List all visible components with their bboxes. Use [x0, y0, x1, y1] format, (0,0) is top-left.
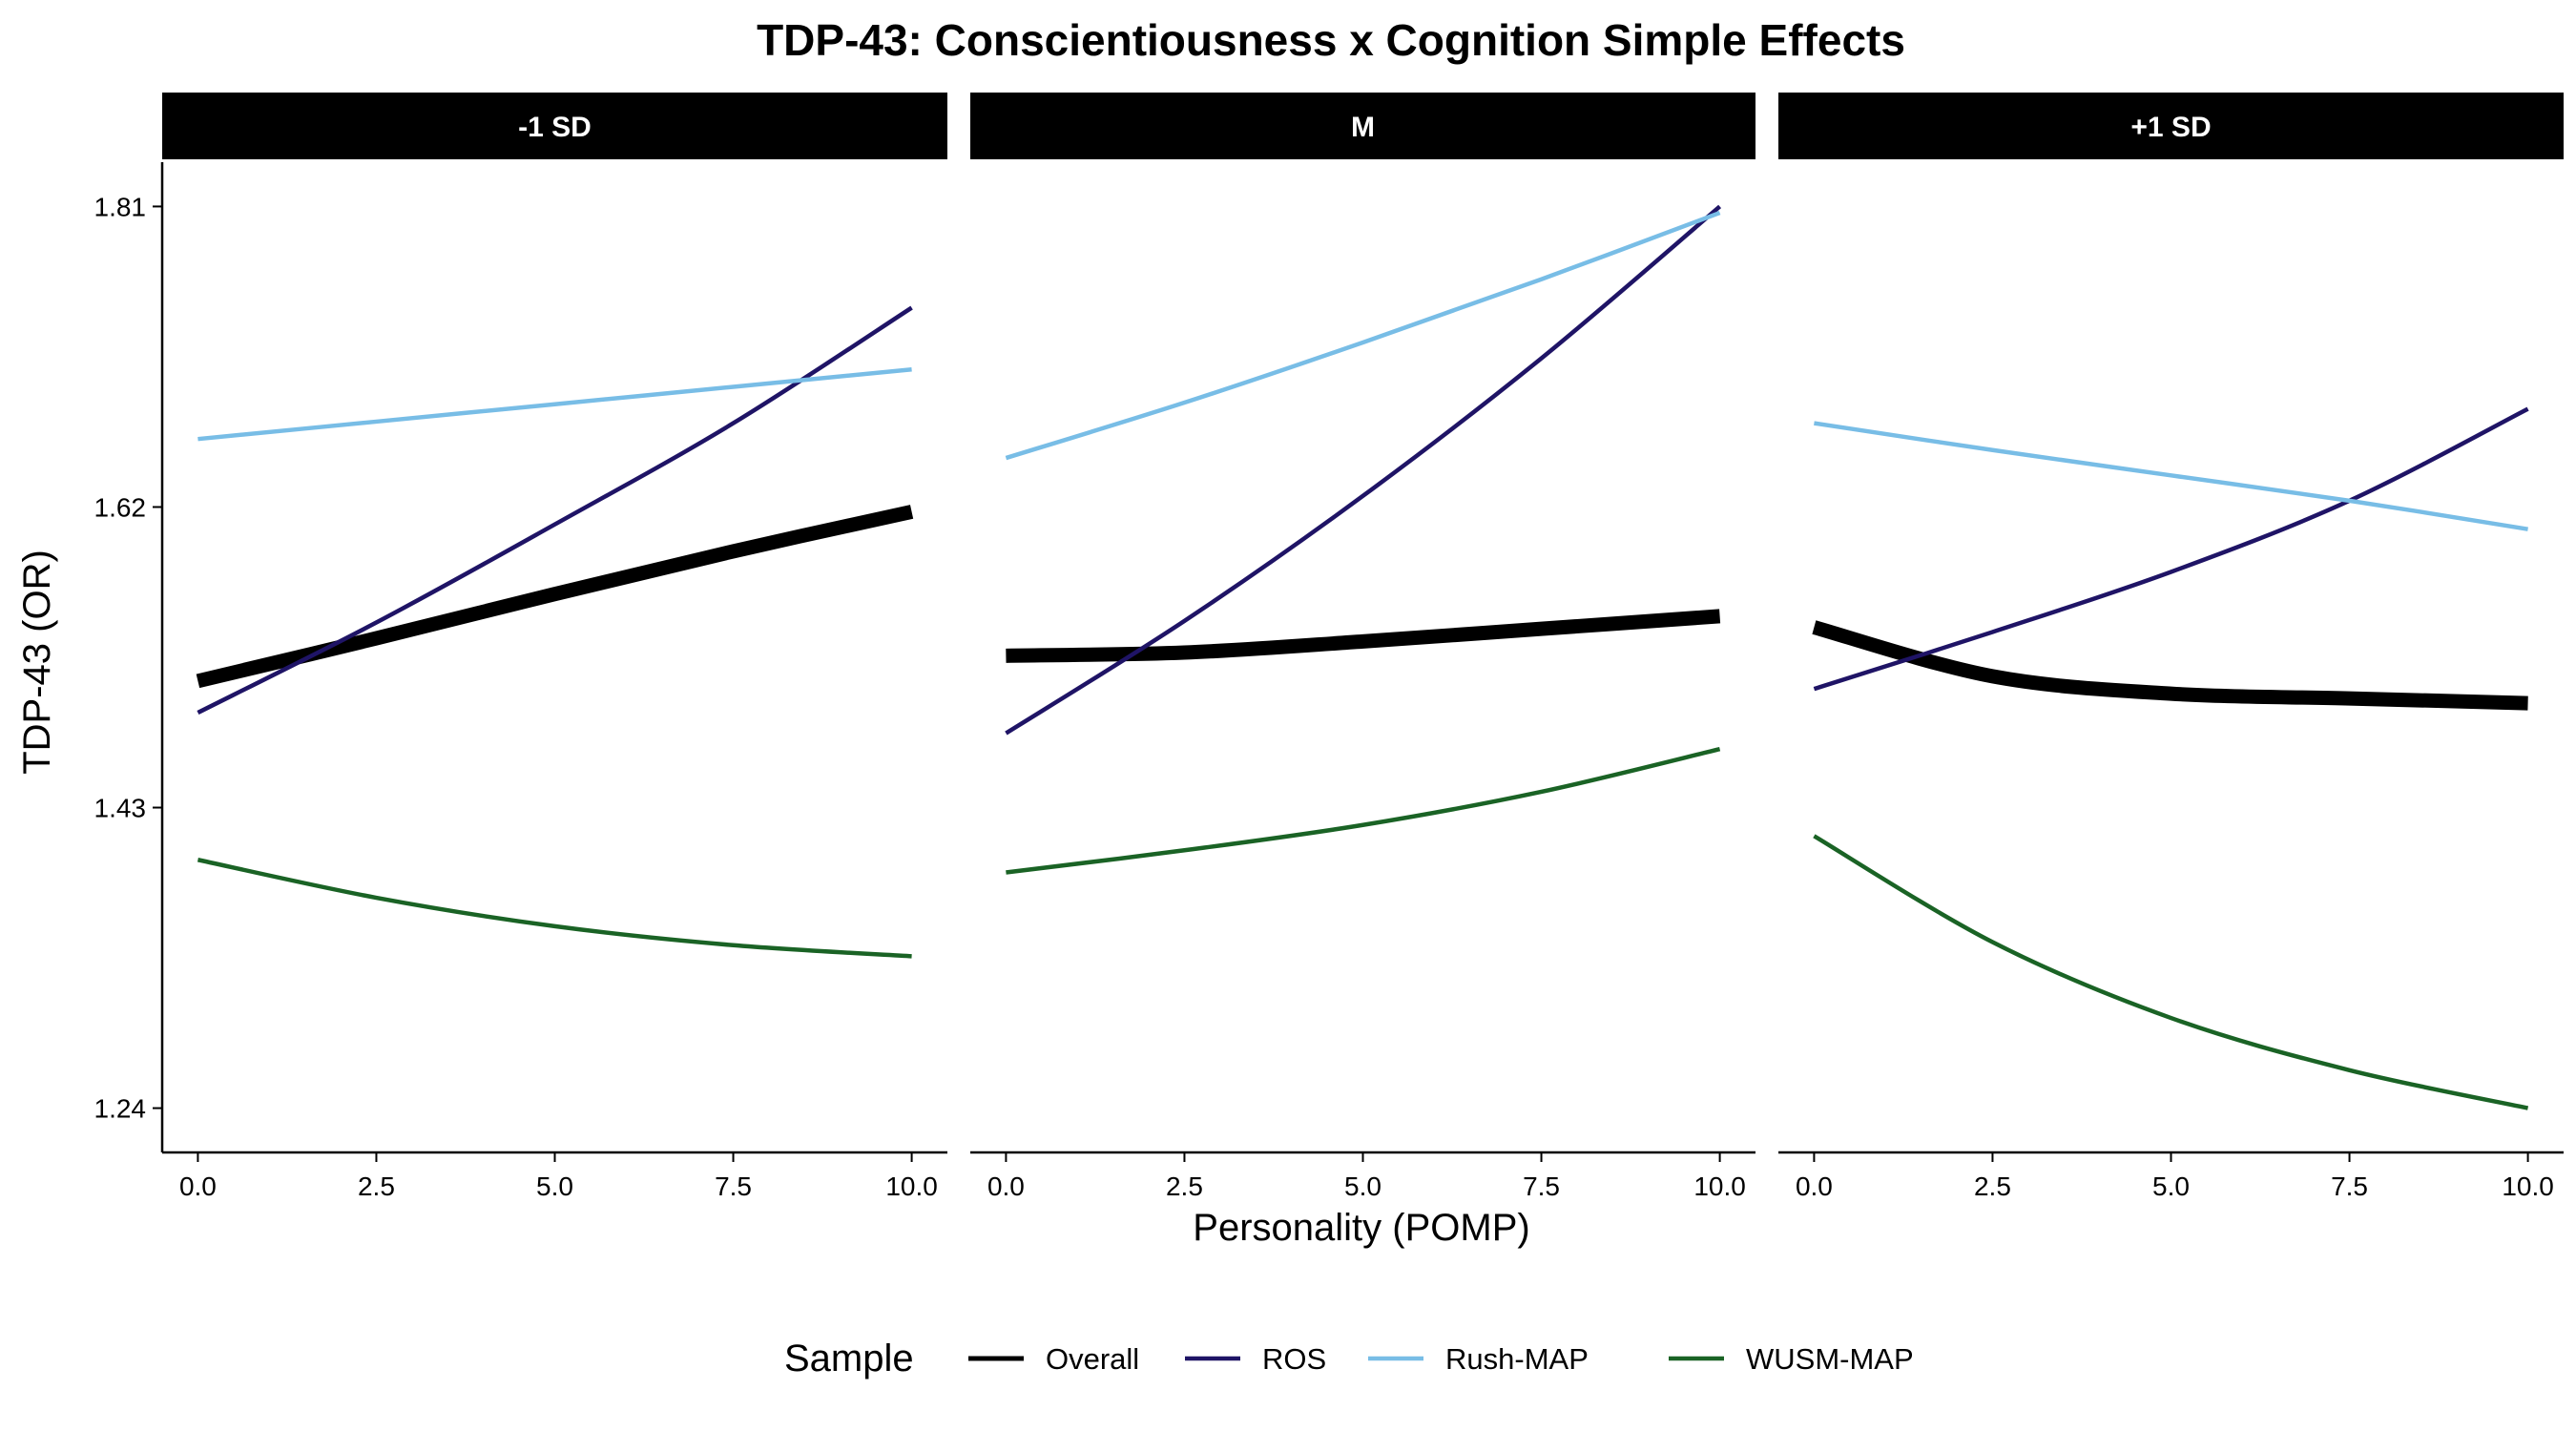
panel-2: +1 SD 0.0 2.5 5.0 7.5 10.0	[1778, 93, 2564, 1201]
x-tick-label: 7.5	[715, 1172, 752, 1201]
facet-strip-label: -1 SD	[518, 112, 592, 143]
x-tick-label: 7.5	[2331, 1172, 2368, 1201]
facet-strip-label: +1 SD	[2130, 112, 2211, 143]
legend-label: ROS	[1262, 1342, 1326, 1376]
series-line-rush-map	[1005, 210, 1721, 461]
x-tick-label: 2.5	[1166, 1172, 1203, 1201]
y-tick-label: 1.62	[94, 492, 147, 522]
x-tick-label: 5.0	[2152, 1172, 2190, 1201]
x-tick-label: 10.0	[885, 1172, 938, 1201]
y-tick-label: 1.43	[94, 794, 147, 823]
x-tick-label: 0.0	[987, 1172, 1025, 1201]
panels-group: -1 SD 1.24 1.43 1.62 1.81 0.0 2.5 5.0 7.5 10.0 M 0.…	[94, 93, 2564, 1201]
x-tick-label: 2.5	[1974, 1172, 2011, 1201]
series-line-ros	[1005, 204, 1722, 736]
legend-label: Overall	[1046, 1342, 1139, 1376]
legend-label: WUSM-MAP	[1746, 1342, 1914, 1376]
x-tick-label: 5.0	[536, 1172, 573, 1201]
x-tick-label: 7.5	[1523, 1172, 1560, 1201]
x-tick-label: 0.0	[1796, 1172, 1833, 1201]
x-tick-label: 0.0	[179, 1172, 217, 1201]
x-axis-title: Personality (POMP)	[1193, 1207, 1529, 1249]
series-line-overall	[1812, 620, 2528, 711]
x-tick-label: 5.0	[1344, 1172, 1381, 1201]
series-line-ros	[197, 305, 913, 716]
legend-title: Sample	[784, 1338, 914, 1379]
facet-strip	[970, 93, 1755, 159]
y-tick-label: 1.24	[94, 1094, 147, 1124]
y-tick-label: 1.81	[94, 192, 147, 221]
chart-title: TDP-43: Conscientiousness x Cognition Si…	[757, 15, 1905, 65]
panel-0: -1 SD 1.24 1.43 1.62 1.81 0.0 2.5 5.0 7.5 10.0	[94, 93, 947, 1201]
x-tick-label: 2.5	[358, 1172, 395, 1201]
series-line-wusm-map	[1006, 746, 1721, 875]
facet-strip	[1778, 93, 2564, 159]
y-axis-title: TDP-43 (OR)	[16, 550, 58, 775]
facet-strip	[162, 93, 947, 159]
series-line-overall	[1006, 609, 1721, 663]
series-line-rush-map	[1814, 421, 2528, 531]
series-line-wusm-map	[1813, 834, 2529, 1110]
legend-label: Rush-MAP	[1445, 1342, 1589, 1376]
series-line-ros	[1813, 406, 2529, 692]
series-line-rush-map	[197, 366, 912, 442]
x-tick-label: 10.0	[1693, 1172, 1746, 1201]
facet-strip-label: M	[1351, 112, 1375, 143]
panel-1: M 0.0 2.5 5.0 7.5 10.0	[970, 93, 1755, 1201]
series-line-wusm-map	[197, 858, 912, 959]
x-tick-label: 10.0	[2502, 1172, 2554, 1201]
legend: Sample Overall ROS Rush-MAP WUSM-MAP	[784, 1338, 1914, 1379]
